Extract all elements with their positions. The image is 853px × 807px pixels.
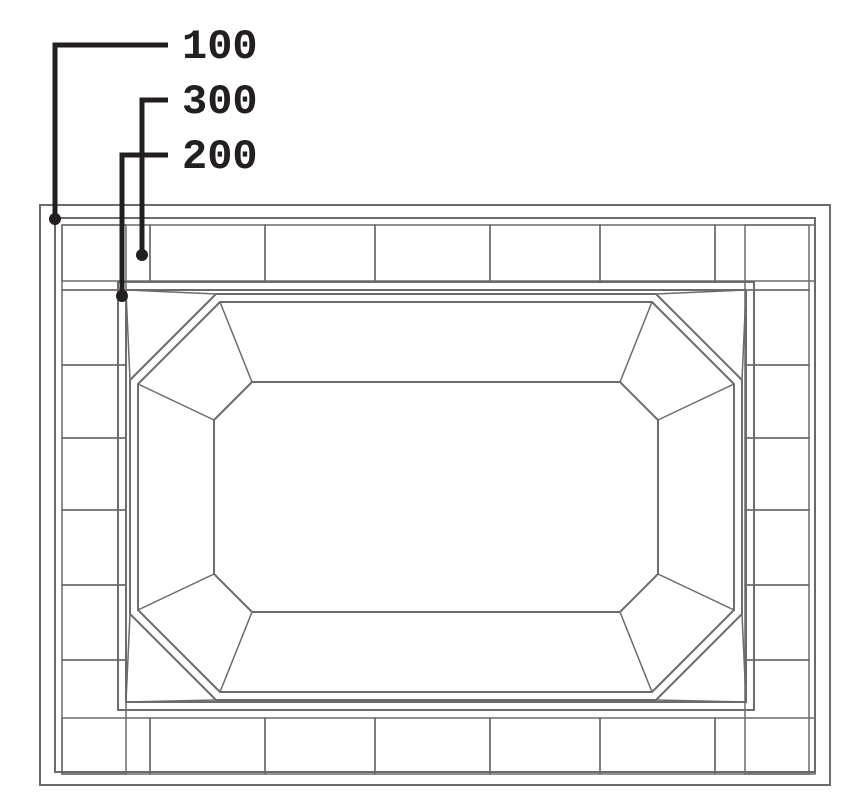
tile-top	[265, 225, 375, 281]
tile-bottom	[600, 718, 715, 774]
octagon-outer	[130, 294, 742, 700]
tile-left	[62, 365, 126, 438]
tile-top	[600, 225, 715, 281]
mitre	[620, 302, 652, 382]
mitre	[220, 302, 252, 382]
label-200: 200	[182, 133, 258, 181]
tile-bottom	[375, 718, 490, 774]
tile-bottom	[490, 718, 600, 774]
tile-left	[62, 438, 126, 510]
tile-bottom	[715, 718, 815, 774]
inner-frame-inner	[126, 290, 746, 702]
label-100: 100	[182, 23, 258, 71]
tile-left	[62, 290, 126, 365]
mitre	[658, 574, 734, 610]
tile-bottom	[62, 718, 150, 774]
octagon-inner	[138, 302, 734, 692]
tile-bottom	[265, 718, 375, 774]
callout-300-dot	[136, 249, 148, 261]
tile-top	[150, 225, 265, 281]
mitre	[620, 612, 652, 692]
mitre	[220, 612, 252, 692]
label-300: 300	[182, 78, 258, 126]
callout-200-dot	[116, 290, 128, 302]
tile-top	[715, 225, 815, 281]
callout-100-leader	[55, 45, 168, 219]
mitre	[658, 384, 734, 420]
octagon-hole	[214, 382, 658, 612]
tile-left	[62, 585, 126, 660]
mitre	[138, 384, 214, 420]
tile-left	[62, 660, 126, 774]
mitre	[138, 574, 214, 610]
tile-left	[62, 510, 126, 585]
tile-bottom	[150, 718, 265, 774]
tile-top	[375, 225, 490, 281]
callout-100-dot	[49, 213, 61, 225]
callout-300-leader	[142, 100, 168, 255]
tile-top	[490, 225, 600, 281]
